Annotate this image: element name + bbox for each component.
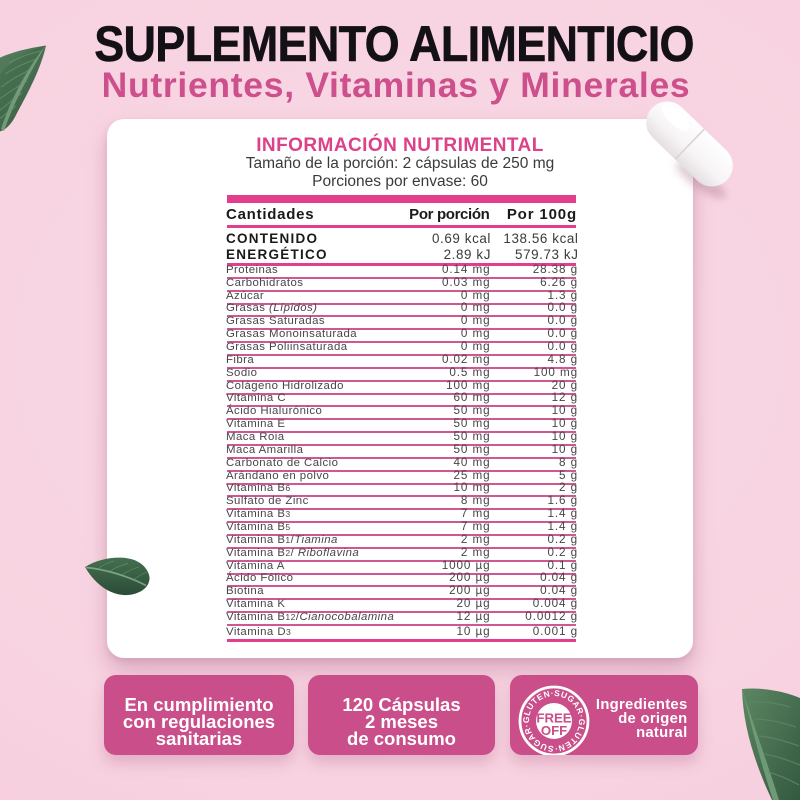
svg-text:FREE: FREE [536,711,571,726]
svg-text:OFF: OFF [541,723,567,738]
